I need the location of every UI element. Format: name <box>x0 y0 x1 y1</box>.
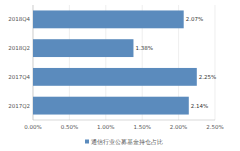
grid-line <box>215 5 216 120</box>
category-label: 2017Q2 <box>8 103 30 109</box>
bar <box>33 39 133 57</box>
data-label: 2.07% <box>186 16 203 22</box>
category-label: 2018Q2 <box>8 45 30 51</box>
legend-label: 通信行业公募基金持仓占比 <box>91 139 163 145</box>
tick-label: 2.50% <box>206 124 223 130</box>
bars <box>33 10 197 114</box>
bar <box>33 10 184 28</box>
bar <box>33 68 197 86</box>
tick-label: 2.00% <box>170 124 187 130</box>
tick-label: 0.50% <box>61 124 78 130</box>
data-label: 2.25% <box>199 74 216 80</box>
bar <box>33 97 189 115</box>
x-axis <box>33 120 215 121</box>
category-label: 2018Q4 <box>8 16 30 22</box>
tick-label: 1.00% <box>97 124 114 130</box>
data-label: 2.14% <box>191 103 208 109</box>
data-label: 1.38% <box>135 45 152 51</box>
chart: 0.00% 0.50% 1.00% 1.50% 2.00% 2.50% 2.14% 2.25%… <box>0 0 240 151</box>
tick-label: 0.00% <box>24 124 41 130</box>
category-label: 2017Q4 <box>8 74 30 80</box>
legend-swatch <box>85 140 89 144</box>
tick-label: 1.50% <box>133 124 150 130</box>
